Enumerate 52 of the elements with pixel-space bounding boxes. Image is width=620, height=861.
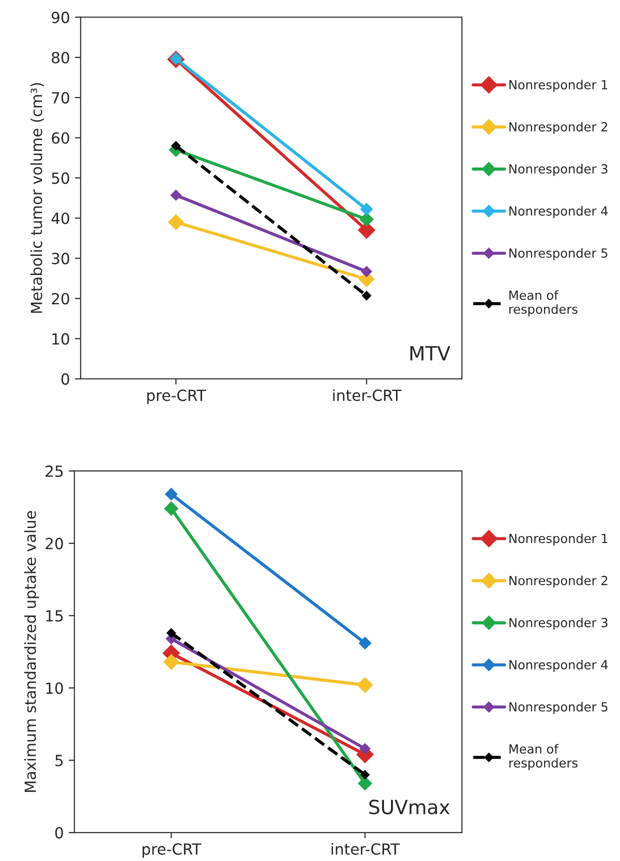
- y-tick-label: 20: [52, 292, 70, 304]
- y-tick-label: 10: [46, 682, 63, 694]
- y-tick-label: 90: [52, 12, 70, 24]
- point: [170, 190, 182, 201]
- legend-label: Nonresponder 3: [510, 618, 608, 630]
- y-tick-label: 15: [46, 610, 63, 622]
- point: [360, 202, 374, 216]
- y-tick-label: 0: [61, 373, 70, 385]
- x-tick-label: pre-CRT: [142, 843, 202, 858]
- y-axis-title: Metabolic tumor volume (cm³): [30, 83, 44, 313]
- y-tick-label: 20: [46, 538, 63, 550]
- legend-label: Nonresponder 4: [509, 206, 608, 218]
- legend-label: Mean of responders: [509, 744, 578, 770]
- point: [171, 140, 181, 151]
- point: [163, 654, 180, 670]
- point: [362, 290, 372, 301]
- point: [356, 676, 374, 694]
- legend-label: Mean of responders: [509, 290, 578, 316]
- legend-label: Nonresponder 1: [510, 533, 608, 546]
- point: [164, 501, 179, 516]
- y-tick-label: 60: [52, 132, 70, 144]
- y-tick-label: 10: [52, 333, 70, 345]
- y-tick-label: 80: [52, 52, 70, 64]
- point: [358, 776, 372, 791]
- point: [166, 628, 176, 638]
- x-tick-label: inter-CRT: [332, 843, 400, 855]
- y-tick-label: 5: [55, 754, 63, 766]
- y-tick-label: 50: [52, 172, 70, 184]
- annotation: MTV: [410, 346, 450, 360]
- point: [164, 488, 178, 501]
- legend-label: Nonresponder 1: [509, 80, 608, 92]
- point: [359, 742, 371, 754]
- point: [360, 770, 370, 780]
- legend-label: Nonresponder 5: [510, 702, 608, 714]
- x-tick-label: pre-CRT: [147, 390, 206, 404]
- point: [359, 212, 374, 227]
- y-axis-title: Maximum standardized uptake value: [24, 511, 39, 792]
- y-tick-label: 40: [51, 212, 70, 224]
- point: [360, 266, 372, 278]
- y-tick-label: 70: [52, 92, 70, 104]
- y-tick-label: 25: [46, 465, 63, 477]
- legend-label: Nonresponder 2: [509, 122, 608, 134]
- legend-label: Nonresponder 2: [510, 576, 608, 588]
- point: [168, 214, 184, 230]
- x-tick-label: inter-CRT: [333, 389, 402, 402]
- legend-label: Nonresponder 5: [509, 248, 608, 260]
- y-tick-label: 0: [55, 827, 63, 839]
- annotation: SUVmax: [369, 800, 450, 814]
- legend-label: Nonresponder 4: [510, 660, 608, 672]
- legend-label: Nonresponder 3: [509, 164, 608, 176]
- y-tick-label: 30: [52, 252, 70, 264]
- point: [358, 636, 372, 650]
